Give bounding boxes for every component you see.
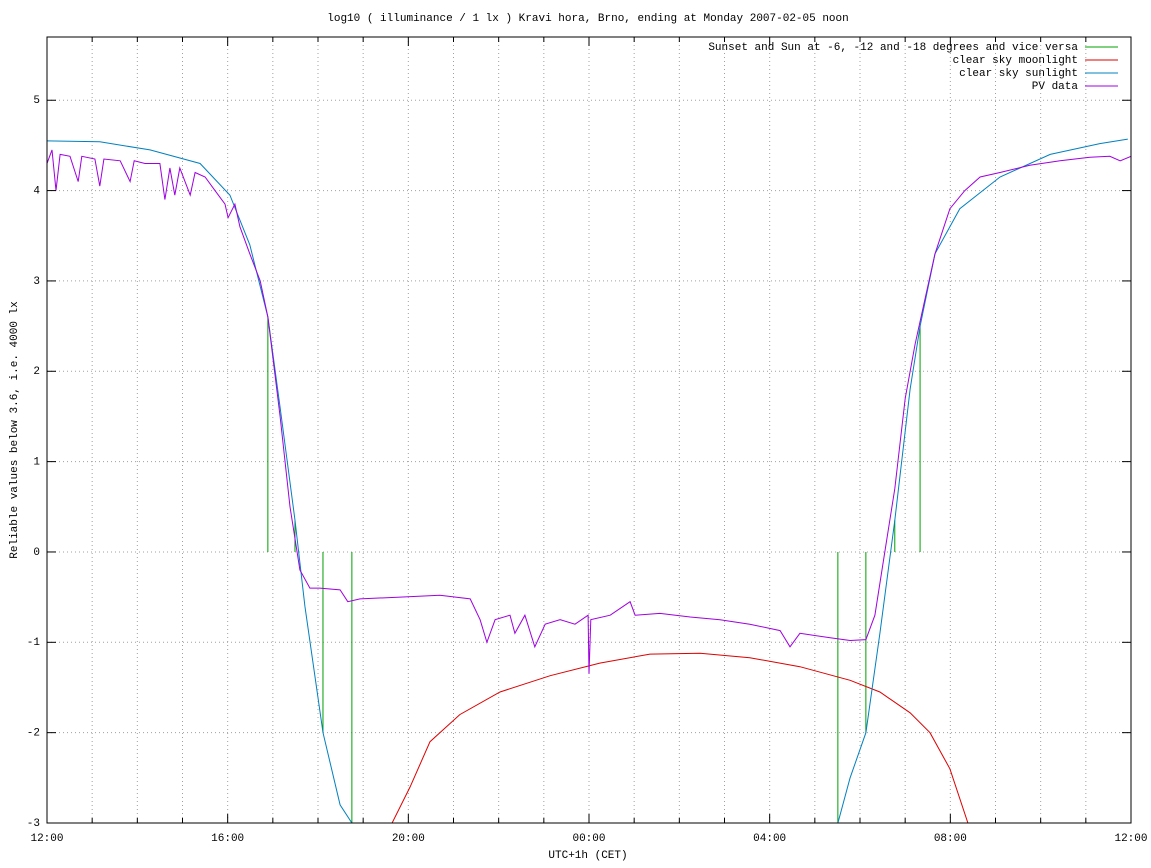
- series-line: [391, 652, 969, 823]
- x-tick-label: 12:00: [1114, 833, 1147, 845]
- y-tick-label: -1: [27, 637, 41, 649]
- legend-label: clear sky sunlight: [959, 68, 1078, 80]
- axes-layer: -3 -2 -1 0 1 2 3 4 5 12:00 16:00 20:00 00:00 04:00 08:…: [27, 37, 1148, 845]
- x-axis-label: UTC+1h (CET): [548, 850, 627, 862]
- y-tick-label: 5: [33, 95, 40, 107]
- series-line: [837, 138, 1128, 823]
- y-tick-label: -2: [27, 728, 40, 740]
- legend-label: clear sky moonlight: [953, 55, 1078, 67]
- y-tick-label: 0: [33, 547, 40, 559]
- x-tick-label: 08:00: [934, 833, 967, 845]
- y-tick-label: 2: [33, 366, 40, 378]
- chart-title: log10 ( illuminance / 1 lx ) Kravi hora,…: [327, 13, 849, 25]
- y-tick-label: -3: [27, 818, 40, 830]
- legend-label: Sunset and Sun at -6, -12 and -18 degree…: [708, 42, 1078, 54]
- x-tick-label: 00:00: [572, 833, 605, 845]
- series-line: [47, 149, 1131, 674]
- y-tick-label: 3: [33, 276, 40, 288]
- x-tick-label: 12:00: [30, 833, 63, 845]
- x-tick-label: 20:00: [392, 833, 425, 845]
- legend-label: PV data: [1032, 81, 1079, 93]
- legend: Sunset and Sun at -6, -12 and -18 degree…: [708, 42, 1118, 93]
- y-tick-label: 4: [33, 185, 40, 197]
- x-tick-label: 16:00: [211, 833, 244, 845]
- y-axis-label: Reliable values below 3.6, i.e. 4000 lx: [9, 301, 21, 559]
- y-tick-label: 1: [33, 457, 40, 469]
- x-tick-label: 04:00: [753, 833, 786, 845]
- plot-area: [47, 138, 1131, 823]
